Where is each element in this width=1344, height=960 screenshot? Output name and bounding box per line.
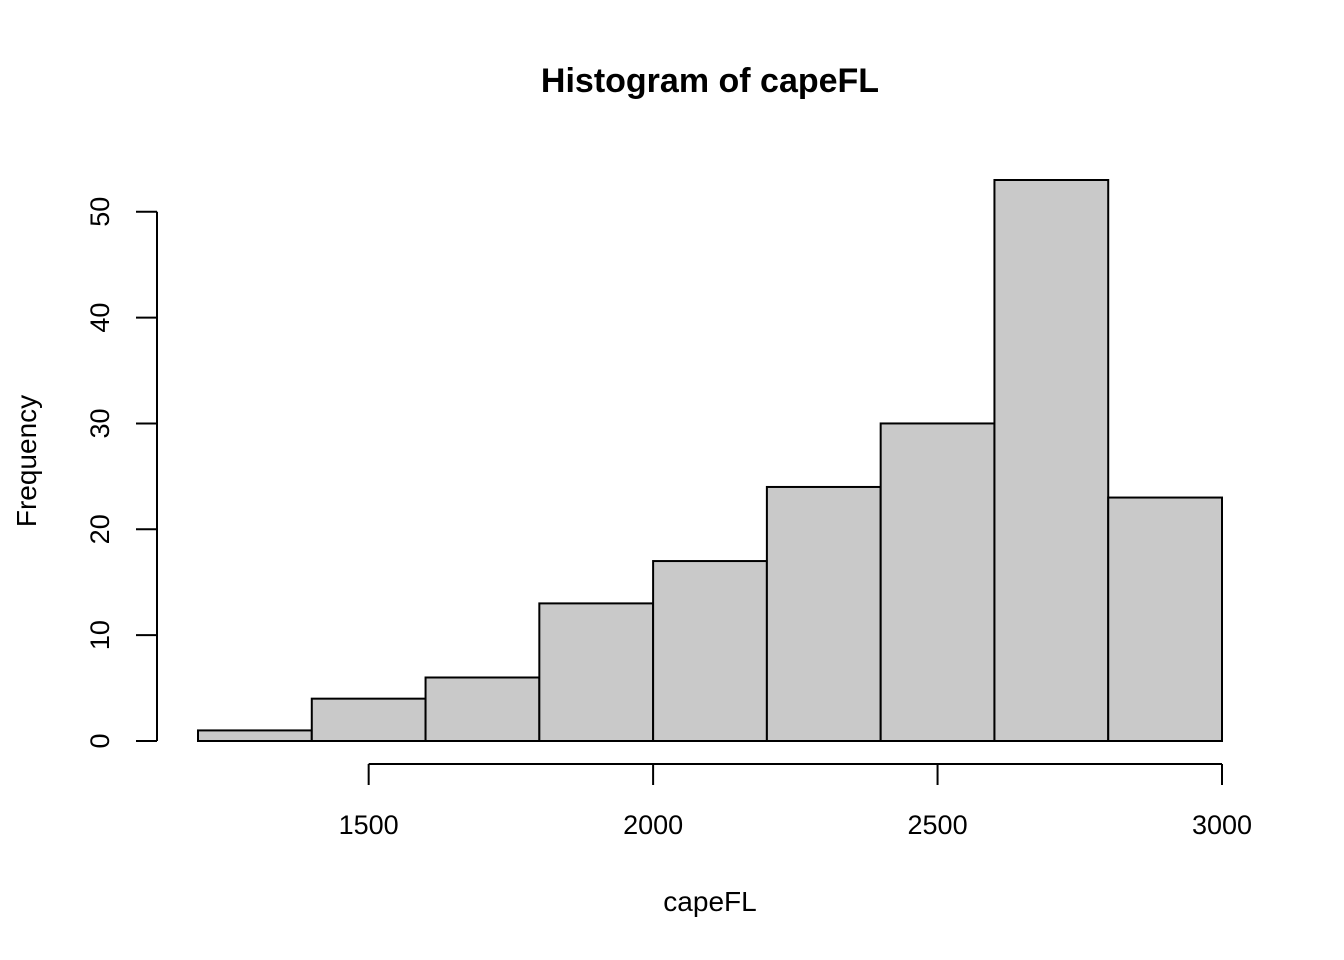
- x-axis: 1500 2000 2500 3000: [339, 763, 1252, 840]
- histogram-bar-2: [424, 676, 541, 742]
- histogram-bar-3: [538, 602, 655, 743]
- y-tick-label-1: 10: [85, 620, 115, 650]
- y-axis: 0 10 20 30 40 50: [85, 197, 158, 749]
- histogram-bar-4: [652, 560, 768, 742]
- x-tick-label-3: 3000: [1192, 810, 1252, 840]
- y-tick-label-3: 30: [85, 408, 115, 438]
- x-tick-label-1: 2000: [623, 810, 683, 840]
- histogram-bar-7: [993, 179, 1110, 742]
- bars-group: [197, 179, 1223, 743]
- histogram-bar-8: [1107, 496, 1223, 743]
- histogram-bar-0: [197, 729, 313, 743]
- histogram-bar-5: [765, 485, 882, 742]
- histogram-bar-6: [879, 422, 996, 742]
- y-tick-label-0: 0: [85, 733, 115, 748]
- x-axis-label: capeFL: [663, 886, 756, 917]
- y-tick-label-5: 50: [85, 197, 115, 227]
- chart-title: Histogram of capeFL: [541, 62, 879, 100]
- y-tick-label-2: 20: [85, 514, 115, 544]
- histogram-bar-1: [310, 697, 427, 743]
- x-tick-label-2: 2500: [908, 810, 968, 840]
- x-tick-label-0: 1500: [339, 810, 399, 840]
- y-axis-label: Frequency: [11, 395, 42, 527]
- y-tick-label-4: 40: [85, 303, 115, 333]
